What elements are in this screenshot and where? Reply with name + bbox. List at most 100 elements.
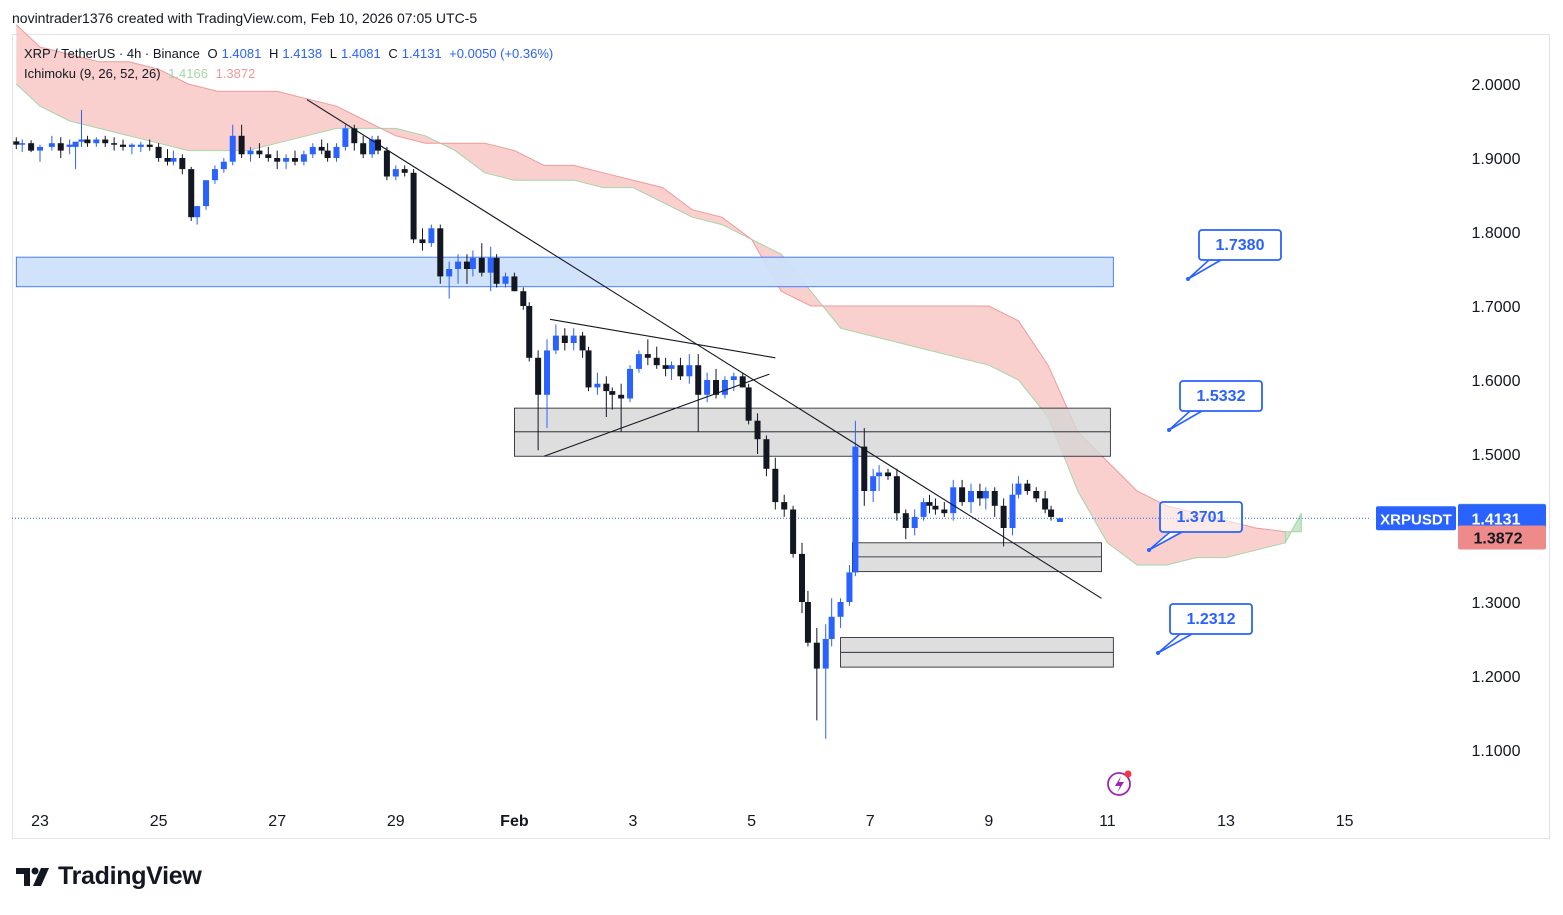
candle-body[interactable] (991, 491, 998, 506)
candle-body[interactable] (419, 239, 426, 244)
candle-body[interactable] (463, 261, 470, 269)
candle-body[interactable] (526, 306, 533, 358)
candle-body[interactable] (188, 169, 195, 218)
candle-body[interactable] (300, 154, 307, 162)
candle-body[interactable] (822, 639, 829, 669)
label-12312-box[interactable] (1169, 603, 1253, 635)
candle-body[interactable] (28, 143, 35, 151)
candle-body[interactable] (799, 553, 806, 602)
candle-body[interactable] (1033, 491, 1040, 499)
candle-body[interactable] (721, 380, 728, 395)
candle-body[interactable] (982, 491, 989, 499)
candle-body[interactable] (351, 128, 358, 144)
candle-body[interactable] (627, 368, 634, 399)
candle-body[interactable] (544, 350, 551, 395)
candle-body[interactable] (618, 394, 625, 399)
candle-body[interactable] (229, 135, 236, 162)
indicator-title[interactable]: Ichimoku (9, 26, 52, 26) (24, 66, 161, 81)
candle-body[interactable] (668, 365, 675, 369)
candle-body[interactable] (369, 139, 376, 155)
ticker-tag[interactable] (1376, 506, 1456, 531)
candle-body[interactable] (19, 143, 26, 145)
candle-body[interactable] (256, 150, 263, 155)
candle-body[interactable] (383, 150, 390, 177)
candle-body[interactable] (342, 128, 349, 147)
triangle-lower-line[interactable] (543, 373, 770, 457)
candle-body[interactable] (713, 380, 720, 395)
label-13701-box[interactable] (1159, 501, 1243, 533)
candle-body[interactable] (813, 642, 820, 669)
candle-body[interactable] (37, 146, 43, 151)
candle-body[interactable] (511, 276, 518, 292)
candle-body[interactable] (211, 169, 218, 181)
candle-body[interactable] (520, 291, 527, 306)
candle-body[interactable] (1009, 494, 1016, 528)
candle-body[interactable] (487, 257, 494, 273)
candle-body[interactable] (739, 376, 746, 388)
candle-body[interactable] (72, 141, 79, 147)
candle-body[interactable] (1000, 505, 1007, 528)
candle-body[interactable] (695, 365, 702, 395)
candle-body[interactable] (561, 335, 568, 343)
candle-body[interactable] (846, 572, 853, 602)
candle-body[interactable] (884, 472, 891, 477)
candle-body[interactable] (976, 491, 983, 499)
candle-body[interactable] (926, 502, 933, 506)
candle-body[interactable] (662, 365, 669, 369)
candle-body[interactable] (493, 257, 500, 284)
candle-body[interactable] (950, 487, 957, 514)
candle-body[interactable] (911, 516, 918, 528)
candle-body[interactable] (333, 146, 340, 158)
candle-body[interactable] (579, 335, 586, 351)
candle-body[interactable] (870, 476, 877, 491)
candle-body[interactable] (102, 139, 109, 144)
candle-body[interactable] (164, 158, 171, 162)
candle-body[interactable] (84, 139, 91, 144)
candle-body[interactable] (146, 144, 153, 147)
candle-body[interactable] (360, 143, 367, 155)
candle-body[interactable] (754, 420, 761, 440)
candle-body[interactable] (179, 158, 186, 170)
candle-body[interactable] (594, 383, 601, 388)
candle-body[interactable] (128, 144, 135, 147)
candle-body[interactable] (66, 144, 73, 147)
candle-body[interactable] (120, 144, 127, 147)
candle-body[interactable] (603, 383, 610, 392)
candle-body[interactable] (535, 357, 542, 395)
candle-body[interactable] (78, 139, 85, 142)
candle-body[interactable] (861, 446, 868, 491)
candle-body[interactable] (804, 602, 811, 643)
candle-body[interactable] (170, 158, 177, 162)
candle-body[interactable] (653, 357, 660, 366)
candle-body[interactable] (704, 380, 711, 395)
candle-body[interactable] (686, 365, 693, 377)
candle-body[interactable] (837, 602, 844, 617)
candle-body[interactable] (609, 391, 616, 395)
candle-body[interactable] (902, 513, 909, 528)
candle-body[interactable] (48, 143, 55, 147)
label-1738-box[interactable] (1198, 229, 1282, 261)
candle-body[interactable] (1042, 498, 1049, 510)
candle-body[interactable] (968, 491, 975, 503)
candle-body[interactable] (309, 146, 316, 155)
candle-body[interactable] (570, 335, 577, 343)
candle-body[interactable] (644, 354, 651, 358)
candle-body[interactable] (920, 502, 927, 517)
candle-body[interactable] (283, 158, 290, 162)
candle-body[interactable] (772, 468, 779, 503)
candle-body[interactable] (552, 335, 559, 351)
candle-body[interactable] (893, 476, 900, 514)
candle-body[interactable] (265, 154, 272, 158)
main-downtrend-line[interactable] (306, 99, 1102, 599)
candle-body[interactable] (428, 228, 435, 244)
candle-body[interactable] (959, 487, 966, 503)
candle-body[interactable] (410, 172, 417, 240)
candle-body[interactable] (828, 616, 835, 639)
candle-body[interactable] (745, 387, 752, 421)
candle-body[interactable] (220, 161, 227, 170)
candle-body[interactable] (1056, 518, 1063, 523)
candle-body[interactable] (585, 350, 592, 388)
candle-body[interactable] (876, 472, 883, 477)
candle-body[interactable] (203, 180, 210, 207)
